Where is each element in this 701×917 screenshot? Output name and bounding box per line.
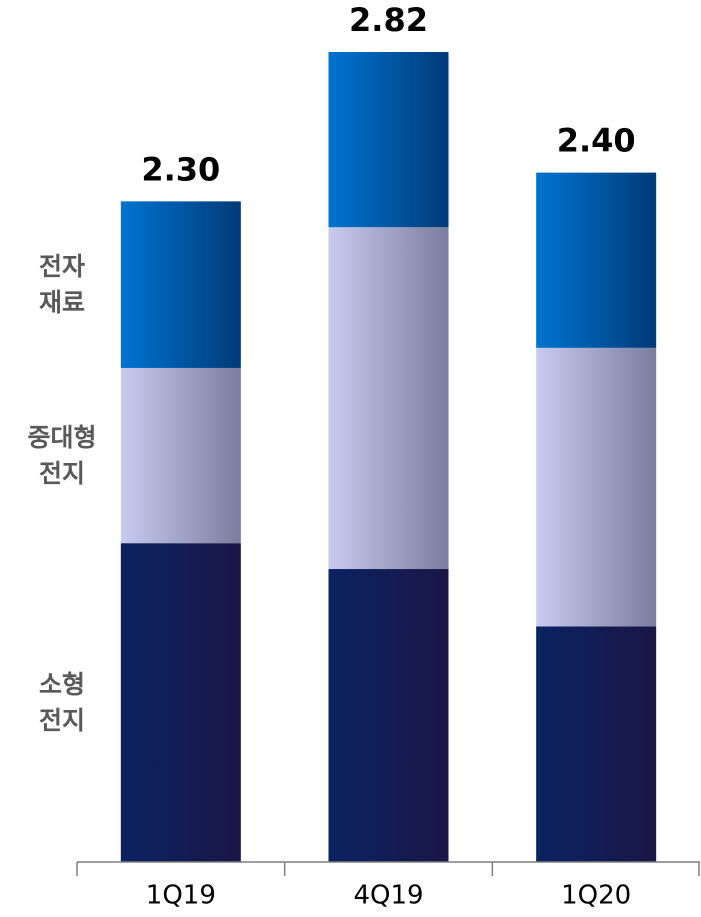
bar-segment [120,543,241,862]
legend-label: 전자 재료 [38,251,85,317]
x-tick-label: 1Q20 [561,881,631,911]
x-tick-label: 4Q19 [353,881,423,911]
bar-segment [328,52,449,228]
total-label: 2.40 [557,122,636,160]
bar-segment [536,347,657,627]
bar-segment [536,626,657,862]
x-tick-label: 1Q19 [146,881,216,911]
bar-segment [536,172,657,348]
total-label: 2.30 [141,150,220,188]
bar-segment [120,201,241,368]
legend-label: 소형 전지 [38,669,85,735]
legend-label: 중대형 전지 [27,422,97,488]
bar-segment [120,367,241,544]
total-label: 2.82 [349,1,428,39]
bar-segment [328,227,449,570]
bar-segment [328,569,449,862]
